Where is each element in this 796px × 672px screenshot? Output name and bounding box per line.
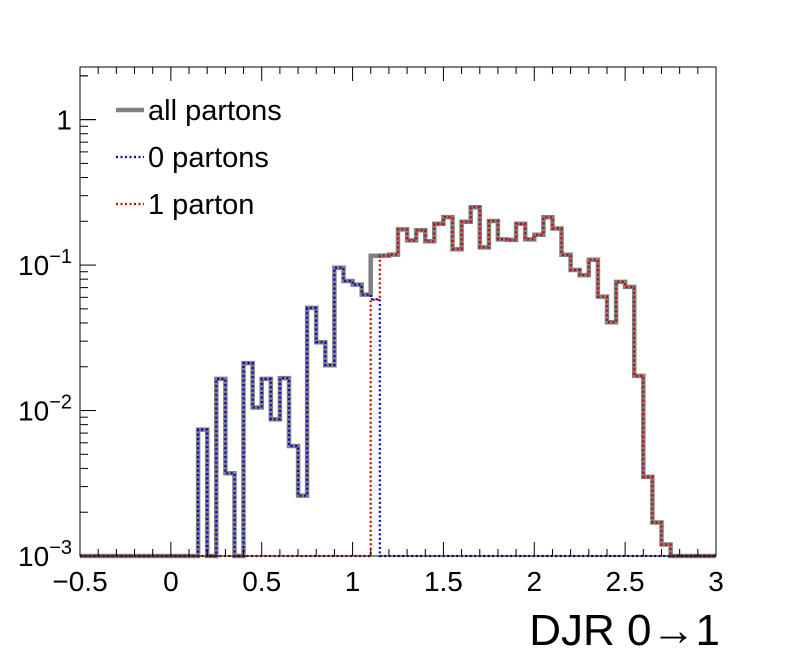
plot-frame — [79, 66, 717, 557]
x-tick-label: 0.5 — [242, 566, 281, 597]
y-tick-label: 10−1 — [18, 246, 72, 281]
x-tick-label: 0 — [163, 566, 179, 597]
legend-label: all partons — [148, 95, 282, 127]
x-tick-label: 3 — [708, 566, 724, 597]
legend: all partons 0 partons 1 parton — [116, 95, 282, 221]
x-tick-label: 2.5 — [606, 566, 645, 597]
legend-label: 0 partons — [148, 142, 269, 174]
legend-label: 1 parton — [148, 189, 254, 221]
y-tick-label: 1 — [56, 105, 72, 136]
y-tick-label: 10−3 — [18, 537, 72, 572]
x-tick-label: 2 — [526, 566, 542, 597]
axis-layer: −0.5 0 0.5 1 1.5 2 2.5 3 1 10−1 10−2 10−3 — [18, 67, 724, 597]
x-tick-label: −0.5 — [52, 566, 107, 597]
y-tick-label: 10−2 — [18, 392, 72, 427]
x-axis-title: DJR 0→1 — [529, 606, 720, 655]
x-tick-label: 1 — [345, 566, 361, 597]
x-tick-label: 1.5 — [424, 566, 463, 597]
